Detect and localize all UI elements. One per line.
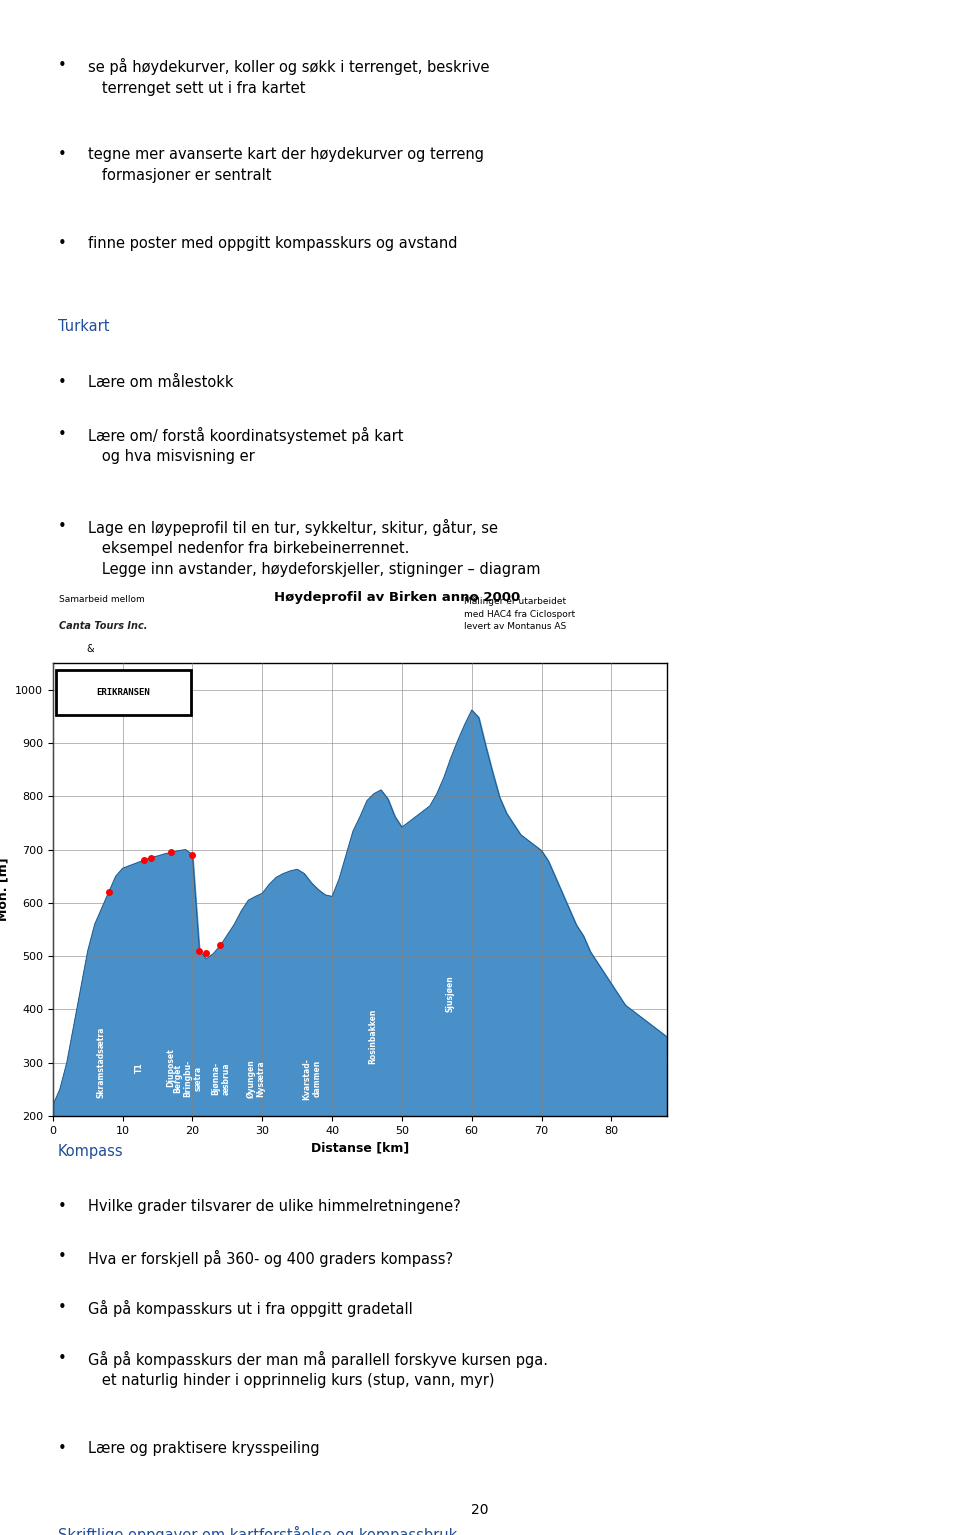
Text: Gå på kompasskurs der man må parallell forskyve kursen pga.
   et naturlig hinde: Gå på kompasskurs der man må parallell f…	[88, 1351, 548, 1388]
Text: Kvarstad-
dammen: Kvarstad- dammen	[302, 1058, 322, 1099]
Text: tegne mer avanserte kart der høydekurver og terreng
   formasjoner er sentralt: tegne mer avanserte kart der høydekurver…	[88, 147, 484, 183]
Text: •: •	[58, 236, 66, 252]
Text: T1: T1	[134, 1062, 144, 1073]
Text: •: •	[58, 58, 66, 74]
Text: Bjønna-
æsbrua: Bjønna- æsbrua	[211, 1062, 230, 1094]
Text: Samarbeid mellom: Samarbeid mellom	[59, 596, 145, 605]
Text: Djuposet: Djuposet	[166, 1048, 175, 1087]
Text: •: •	[58, 1300, 66, 1315]
Text: Rosinbakken: Rosinbakken	[369, 1008, 377, 1064]
Text: Øyungen
Nysætra: Øyungen Nysætra	[246, 1059, 266, 1098]
Text: &: &	[86, 645, 94, 654]
Text: •: •	[58, 1441, 66, 1457]
Text: Kompass: Kompass	[58, 1144, 123, 1159]
Y-axis label: Moh. [m]: Moh. [m]	[0, 858, 10, 921]
Text: ERIKRANSEN: ERIKRANSEN	[97, 688, 151, 697]
Text: Canta Tours Inc.: Canta Tours Inc.	[59, 622, 148, 631]
Text: Høydeprofil av Birken anno 2000: Høydeprofil av Birken anno 2000	[274, 591, 520, 605]
Text: Skriftlige oppgaver om kartforståelse og kompassbruk: Skriftlige oppgaver om kartforståelse og…	[58, 1526, 457, 1535]
Text: •: •	[58, 375, 66, 390]
Text: •: •	[58, 1199, 66, 1214]
FancyBboxPatch shape	[56, 669, 191, 715]
Text: •: •	[58, 1249, 66, 1265]
Text: •: •	[58, 427, 66, 442]
Text: se på høydekurver, koller og søkk i terrenget, beskrive
   terrenget sett ut i f: se på høydekurver, koller og søkk i terr…	[88, 58, 490, 95]
Text: Hvilke grader tilsvarer de ulike himmelretningene?: Hvilke grader tilsvarer de ulike himmelr…	[88, 1199, 461, 1214]
Text: finne poster med oppgitt kompasskurs og avstand: finne poster med oppgitt kompasskurs og …	[88, 236, 458, 252]
Text: Turkart: Turkart	[58, 319, 109, 335]
Text: Lære om/ forstå koordinatsystemet på kart
   og hva misvisning er: Lære om/ forstå koordinatsystemet på kar…	[88, 427, 404, 464]
Text: Lære og praktisere krysspeiling: Lære og praktisere krysspeiling	[88, 1441, 320, 1457]
Text: •: •	[58, 147, 66, 163]
Text: 20: 20	[471, 1503, 489, 1517]
Text: •: •	[58, 1351, 66, 1366]
Text: Berget
Bringbu-
sætra: Berget Bringbu- sætra	[173, 1061, 203, 1098]
Text: Målinger er utarbeidet
med HAC4 fra Ciclosport
levert av Montanus AS: Målinger er utarbeidet med HAC4 fra Cicl…	[465, 597, 576, 631]
Text: Lære om målestokk: Lære om målestokk	[88, 375, 234, 390]
Text: Hva er forskjell på 360- og 400 graders kompass?: Hva er forskjell på 360- og 400 graders …	[88, 1249, 453, 1266]
X-axis label: Distanse [km]: Distanse [km]	[311, 1141, 409, 1154]
Text: Skramstadsætra: Skramstadsætra	[96, 1027, 106, 1099]
Text: Sjusjøen: Sjusjøen	[445, 975, 454, 1012]
Text: Lage en løypeprofil til en tur, sykkeltur, skitur, gåtur, se
   eksempel nedenfo: Lage en løypeprofil til en tur, sykkeltu…	[88, 519, 540, 577]
Text: Gå på kompasskurs ut i fra oppgitt gradetall: Gå på kompasskurs ut i fra oppgitt grade…	[88, 1300, 413, 1317]
Text: •: •	[58, 519, 66, 534]
